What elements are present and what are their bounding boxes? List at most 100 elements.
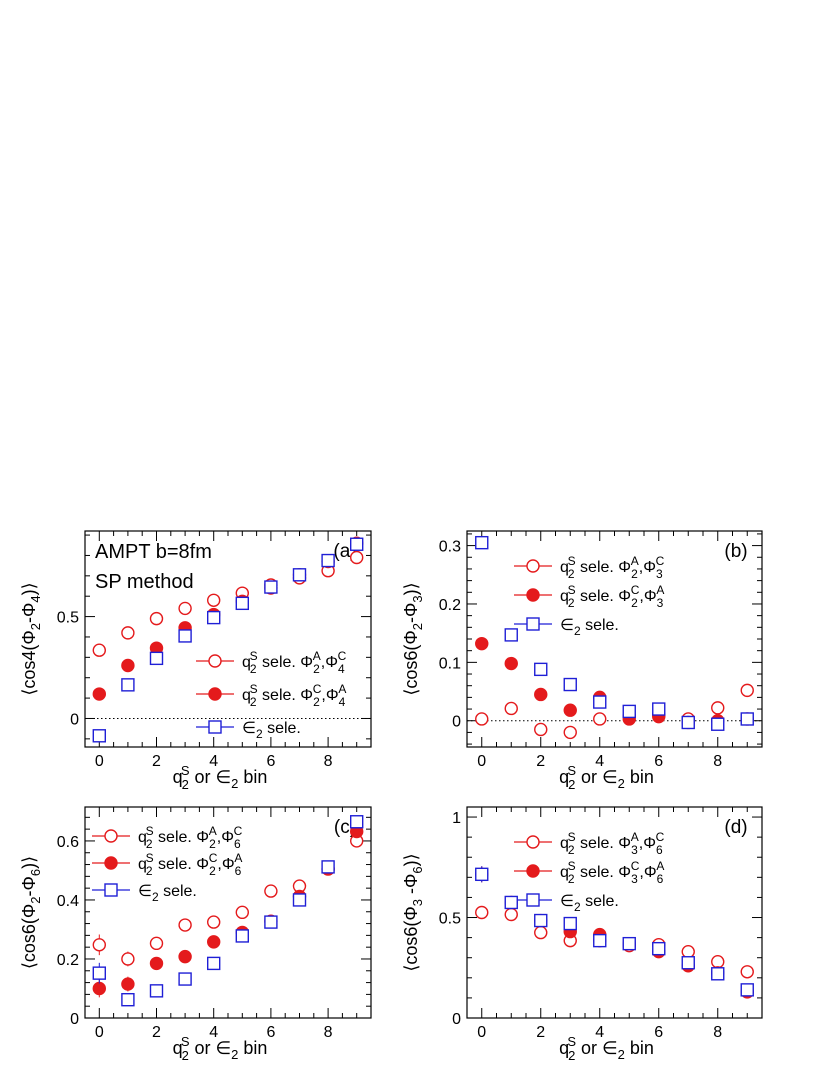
legend-entry: ∈2 sele. — [92, 883, 197, 904]
data-point — [563, 916, 577, 931]
legend-marker — [208, 720, 222, 734]
legend-marker — [208, 654, 222, 668]
x-tick-label: 6 — [266, 1024, 275, 1041]
data-point — [350, 815, 364, 829]
y-tick-label: 0 — [70, 1011, 79, 1028]
series — [475, 905, 754, 979]
data-point — [534, 662, 548, 677]
legend-marker — [526, 559, 540, 573]
data-point — [711, 967, 725, 981]
data-point — [206, 956, 221, 971]
legend-entry: q2S sele. Φ2A,Φ6C — [92, 824, 243, 851]
legend-label: ∈2 sele. — [242, 720, 301, 741]
y-tick-label: 0.3 — [439, 539, 461, 556]
x-tick-label: 4 — [209, 753, 218, 770]
data-point — [149, 651, 164, 666]
x-tick-label: 4 — [595, 1024, 604, 1041]
data-point — [235, 905, 250, 920]
data-point — [121, 993, 135, 1007]
legend-marker — [526, 893, 540, 907]
y-tick-label: 0.5 — [439, 911, 461, 928]
legend-entry: q2S sele. Φ2C,Φ4A — [196, 682, 346, 709]
series — [92, 824, 364, 998]
data-point — [504, 895, 518, 910]
legend-label: q2S sele. Φ2C,Φ6A — [138, 851, 242, 878]
data-point — [740, 712, 754, 726]
y-tick-label: 0.5 — [57, 610, 79, 627]
data-point — [504, 907, 518, 922]
data-point — [121, 977, 135, 991]
data-point — [321, 553, 335, 568]
data-point — [711, 955, 725, 969]
legend-entry: q2S sele. Φ3A,Φ6C — [514, 830, 665, 857]
data-point — [264, 915, 278, 929]
data-point — [206, 610, 221, 625]
panel-a: 0 2 4 6 800.5⟨cos4(Φ2-Φ4)⟩q2S or ∈2 bin(a)AM… — [19, 530, 372, 792]
x-tick-label: 0 — [477, 1024, 486, 1041]
x-tick-label: 0 — [477, 753, 486, 770]
y-axis-label: ⟨cos6(Φ2-Φ3)⟩ — [401, 582, 425, 695]
data-point — [534, 687, 548, 702]
panel-d: 0 2 4 6 8 0 0.5 1 ⟨cos6(Φ3 -Φ6)⟩ q2S or ∈2 bin (d)… — [401, 806, 763, 1063]
legend-marker — [104, 883, 118, 897]
legend-entry: q2S sele. Φ2C,Φ3A — [514, 583, 664, 610]
x-tick-label: 0 — [95, 1024, 104, 1041]
data-point — [475, 535, 489, 550]
data-point — [178, 629, 192, 643]
legend-marker — [526, 835, 540, 849]
data-point — [622, 936, 636, 951]
legend-label: q2S sele. Φ2A,Φ6C — [138, 824, 243, 851]
x-tick-label: 8 — [324, 1024, 333, 1041]
legend-label: q2S sele. Φ2C,Φ3A — [560, 583, 664, 610]
legend-entry: ∈2 sele. — [196, 720, 301, 741]
data-point — [740, 683, 754, 698]
data-point — [350, 550, 364, 565]
legend-entry: q2S sele. Φ2A,Φ4C — [196, 649, 347, 676]
legend-marker — [104, 856, 118, 870]
data-point — [178, 601, 192, 616]
data-point — [178, 918, 192, 932]
y-tick-label: 0 — [70, 711, 79, 728]
panel-label: (b) — [724, 541, 747, 562]
data-point — [475, 636, 489, 651]
legend-marker — [526, 617, 540, 631]
data-point — [504, 701, 518, 716]
legend-label: q2S sele. Φ2A,Φ3C — [560, 554, 665, 581]
data-point — [206, 593, 221, 607]
data-point — [350, 537, 364, 551]
data-point — [711, 701, 725, 715]
data-point — [178, 949, 192, 964]
y-tick-label: 0 — [452, 714, 461, 731]
data-point — [534, 913, 548, 928]
data-point — [475, 867, 489, 882]
x-axis-label: q2S or ∈2 bin — [559, 763, 654, 792]
y-tick-label: 0.1 — [439, 655, 461, 672]
data-point — [504, 628, 518, 642]
data-point — [292, 893, 307, 907]
legend-entry: ∈2 sele. — [514, 617, 619, 638]
data-point — [92, 938, 107, 952]
data-point — [534, 925, 548, 940]
data-point — [534, 722, 548, 737]
data-point — [149, 984, 164, 998]
data-point — [149, 936, 164, 951]
data-point — [711, 717, 725, 731]
x-tick-label: 2 — [536, 1024, 545, 1041]
legend-label: q2S sele. Φ3C,Φ6A — [560, 859, 664, 886]
y-axis-label: ⟨cos4(Φ2-Φ4)⟩ — [19, 582, 43, 695]
legend-label: q2S sele. Φ2A,Φ4C — [242, 649, 347, 676]
x-tick-label: 2 — [152, 753, 161, 770]
data-point — [121, 626, 135, 640]
data-point — [593, 712, 607, 726]
x-tick-label: 8 — [713, 1024, 722, 1041]
y-tick-label: 0.6 — [57, 834, 79, 851]
x-tick-label: 6 — [654, 1024, 663, 1041]
legend-label: q2S sele. Φ2C,Φ4A — [242, 682, 346, 709]
data-point — [92, 981, 107, 996]
x-tick-label: 4 — [595, 753, 604, 770]
data-point — [563, 725, 577, 740]
data-point — [235, 596, 250, 611]
series — [92, 815, 364, 1007]
panel-label: (d) — [724, 817, 747, 838]
data-point — [92, 966, 107, 980]
